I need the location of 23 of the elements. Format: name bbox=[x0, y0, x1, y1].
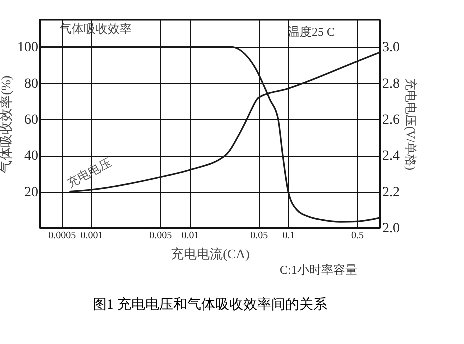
y2-tick-label: 2.0 bbox=[382, 222, 400, 236]
x-tick-label: 0.1 bbox=[282, 230, 296, 242]
x-tick-label: 0.0005 bbox=[48, 230, 76, 242]
y2-tick-label: 2.4 bbox=[382, 149, 400, 164]
text: 充电电压 bbox=[64, 156, 114, 191]
x-tick-label: 0.001 bbox=[80, 230, 104, 242]
y2-axis-title: 充电电压(V/单格) bbox=[404, 78, 418, 170]
text: 图1 充电电压和气体吸收效率间的关系 bbox=[92, 297, 328, 313]
y2-tick-label: 2.2 bbox=[382, 185, 400, 200]
y2-tick-label: 3.0 bbox=[382, 40, 400, 56]
y-tick-label: 80 bbox=[24, 76, 38, 92]
x-axis-title: 充电电流(CA) bbox=[171, 246, 250, 262]
x-tick-label: 0.05 bbox=[250, 230, 268, 242]
y2-tick-label: 2.6 bbox=[382, 112, 400, 128]
text: C:1小时率容量 bbox=[280, 263, 358, 277]
y-tick-label: 100 bbox=[18, 40, 38, 56]
y-tick-label: 20 bbox=[24, 185, 38, 200]
x-tick-label: 0.5 bbox=[352, 230, 364, 242]
y-tick-label: 40 bbox=[24, 149, 38, 164]
y-tick-label: 60 bbox=[24, 112, 38, 128]
y2-tick-label: 2.8 bbox=[382, 76, 400, 92]
x-tick-label: 0.01 bbox=[182, 230, 200, 242]
x-tick-label: 0.005 bbox=[150, 230, 172, 242]
